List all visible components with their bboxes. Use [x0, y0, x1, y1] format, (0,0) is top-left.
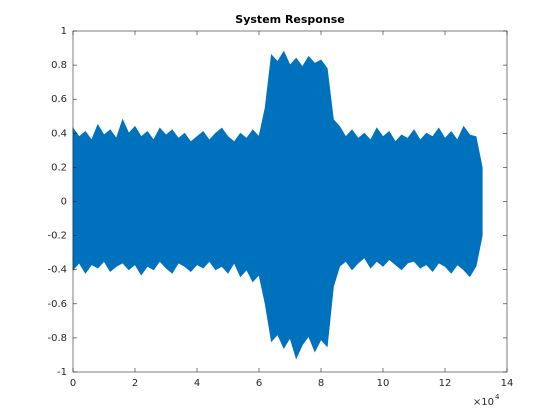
y-tick-label: 0.4	[51, 128, 67, 139]
x-tick-label: 2	[132, 378, 138, 389]
y-tick-label: -0.8	[47, 333, 67, 344]
signal-area	[72, 50, 483, 202]
x-tick-label: 6	[256, 378, 262, 389]
y-tick-label: 0	[61, 197, 67, 208]
chart-title: System Response	[235, 13, 344, 26]
y-tick-label: 1	[61, 26, 67, 37]
y-tick-label: -1	[57, 367, 67, 378]
y-tick-label: -0.2	[47, 231, 67, 242]
y-tick-label: 0.8	[51, 60, 67, 71]
x-tick-label: 14	[501, 378, 514, 389]
x-tick-label: 12	[439, 378, 452, 389]
x-tick-label: 8	[318, 378, 324, 389]
x-tick-label: 0	[70, 378, 76, 389]
x-exponent: 4	[495, 393, 500, 401]
x-tick-label: 4	[194, 378, 200, 389]
y-tick-label: 0.6	[51, 94, 67, 105]
x-tick-label: 10	[377, 378, 390, 389]
y-tick-label: -0.4	[47, 265, 67, 276]
y-tick-label: -0.6	[47, 299, 67, 310]
x-multiplier: ×10	[473, 397, 494, 408]
y-tick-label: 0.2	[51, 162, 67, 173]
signal-area	[72, 201, 483, 360]
